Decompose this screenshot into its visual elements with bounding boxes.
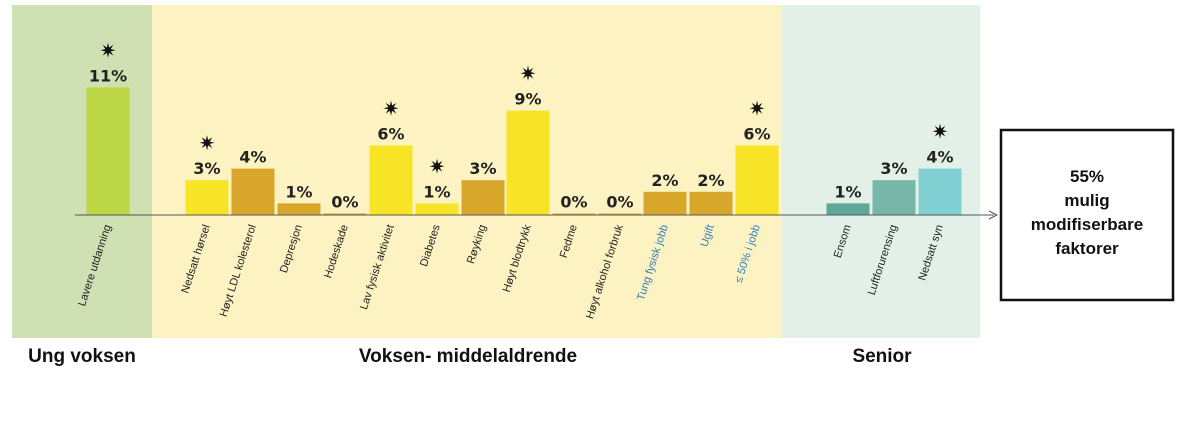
significance-star-5: ✷: [383, 96, 400, 120]
value-label-0: 11%: [89, 66, 127, 85]
value-label-16: 4%: [926, 148, 953, 167]
x-axis-arrow: [988, 210, 999, 220]
value-label-13: 6%: [743, 124, 770, 143]
summary-line-1: 55%: [1070, 167, 1104, 186]
group-labels: Ung voksen Voksen- middelaldrende Senior: [28, 346, 912, 367]
value-label-3: 1%: [285, 182, 312, 201]
value-label-11: 2%: [651, 171, 678, 190]
bar-2: [231, 168, 275, 215]
x-axis: [75, 210, 999, 220]
value-label-10: 0%: [606, 193, 633, 212]
bar-12: [689, 191, 733, 215]
significance-star-8: ✷: [520, 62, 537, 86]
bar-7: [461, 180, 505, 215]
summary-box: 55% mulig modifiserbare faktorer: [999, 128, 1175, 302]
group-label-2: Senior: [852, 346, 912, 367]
value-label-1: 3%: [193, 159, 220, 178]
bar-5: [369, 145, 413, 215]
group-label-0: Ung voksen: [28, 346, 136, 367]
significance-star-0: ✷: [100, 38, 117, 62]
value-label-15: 3%: [880, 159, 907, 178]
value-label-7: 3%: [469, 159, 496, 178]
summary-box-frame: [999, 128, 1175, 302]
bar-9: [552, 213, 596, 215]
bar-series: 11% ✷ 3% ✷ 4% 1% 0% 6% ✷ 1% ✷ 3% 9% ✷ 0% 0% 2% 2% 6% ✷ 1% 3% 4…: [86, 38, 962, 215]
group-label-1: Voksen- middelaldrende: [359, 346, 577, 367]
significance-star-16: ✷: [932, 120, 949, 144]
bar-3: [277, 203, 321, 215]
summary-line-4: faktorer: [1055, 239, 1119, 258]
significance-star-1: ✷: [199, 131, 216, 155]
bar-11: [643, 191, 687, 215]
significance-star-13: ✷: [749, 96, 766, 120]
summary-line-2: mulig: [1064, 191, 1109, 210]
value-label-14: 1%: [834, 182, 861, 201]
significance-star-6: ✷: [429, 154, 446, 178]
bar-4: [323, 213, 367, 215]
bar-0: [86, 87, 130, 215]
bar-1: [185, 180, 229, 215]
value-label-12: 2%: [697, 171, 724, 190]
value-label-5: 6%: [377, 124, 404, 143]
value-label-4: 0%: [331, 193, 358, 212]
value-label-8: 9%: [514, 90, 541, 109]
summary-line-3: modifiserbare: [1031, 215, 1143, 234]
value-label-6: 1%: [423, 182, 450, 201]
bar-15: [872, 180, 916, 215]
bar-6: [415, 203, 459, 215]
bar-16: [918, 168, 962, 215]
value-label-9: 0%: [560, 193, 587, 212]
value-label-2: 4%: [239, 148, 266, 167]
bar-14: [826, 203, 870, 215]
bar-13: [735, 145, 779, 215]
bar-10: [598, 213, 642, 215]
bar-8: [506, 110, 550, 215]
